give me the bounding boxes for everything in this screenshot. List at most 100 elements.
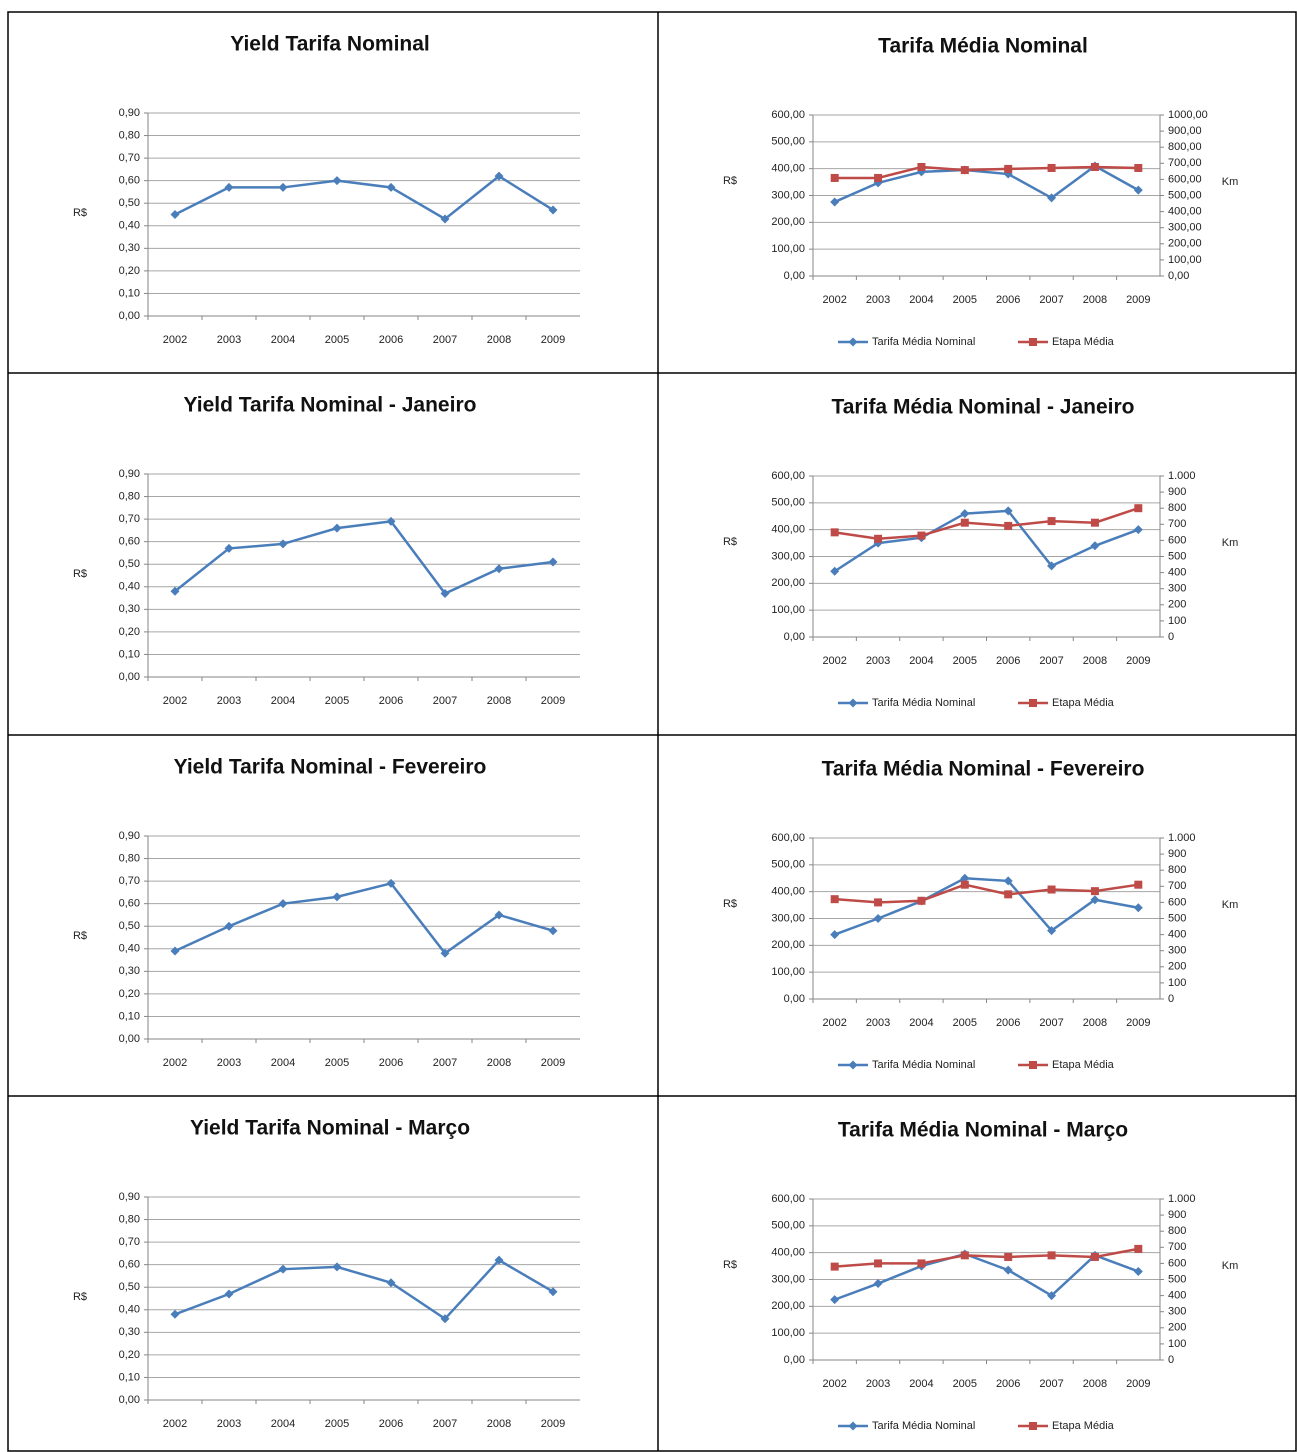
x-tick-label: 2006 [996, 294, 1020, 306]
y-tick-label: 100,00 [771, 604, 805, 616]
y2-tick-label: 700 [1168, 880, 1186, 892]
chart-title: Yield Tarifa Nominal - Fevereiro [174, 756, 487, 779]
y2-tick-label: 600 [1168, 534, 1186, 546]
marker [494, 1255, 504, 1265]
x-tick-label: 2007 [433, 1057, 457, 1069]
x-tick-label: 2008 [487, 1418, 511, 1430]
y-tick-label: 100,00 [771, 966, 805, 978]
x-tick-label: 2006 [996, 1017, 1020, 1029]
y2-tick-label: 800 [1168, 864, 1186, 876]
marker [1134, 504, 1143, 513]
y-tick-label: 0,60 [119, 175, 140, 187]
y-tick-label: 400,00 [771, 163, 805, 175]
y2-tick-label: 1.000 [1168, 832, 1196, 844]
x-tick-label: 2009 [1126, 1017, 1150, 1029]
y2-tick-label: 300 [1168, 945, 1186, 957]
x-tick-label: 2002 [163, 1057, 187, 1069]
marker [278, 182, 288, 192]
y-tick-label: 200,00 [771, 577, 805, 589]
x-tick-label: 2002 [163, 695, 187, 707]
marker [278, 1264, 288, 1274]
legend-label: Etapa Média [1052, 697, 1115, 709]
y2-tick-label: 200 [1168, 1322, 1186, 1334]
line [174, 520, 554, 596]
x-tick-label: 2006 [379, 334, 403, 346]
y2-tick-label: 100 [1168, 615, 1186, 627]
y-tick-label: 0,20 [119, 1349, 140, 1361]
y2-axis-label: Km [1222, 899, 1239, 911]
legend-marker [848, 1060, 858, 1070]
legend-label: Tarifa Média Nominal [872, 336, 975, 348]
marker [873, 538, 883, 548]
y2-tick-label: 600 [1168, 896, 1186, 908]
y2-tick-label: 0 [1168, 631, 1174, 643]
y-tick-label: 0,50 [119, 197, 140, 209]
marker [1134, 880, 1143, 889]
chart: Yield Tarifa Nominal - Março 0,00 0,10 0,20… [73, 1117, 580, 1430]
line [174, 881, 554, 956]
y2-tick-label: 500 [1168, 550, 1186, 562]
y2-tick-label: 800 [1168, 502, 1186, 514]
y-tick-label: 0,00 [784, 631, 805, 643]
marker [1134, 163, 1143, 172]
marker [170, 946, 180, 956]
y2-tick-label: 200,00 [1168, 238, 1202, 250]
x-tick-label: 2007 [433, 334, 457, 346]
y-tick-label: 0,70 [119, 1236, 140, 1248]
x-tick-label: 2003 [866, 1017, 890, 1029]
marker [830, 528, 839, 537]
chart-title: Yield Tarifa Nominal - Março [190, 1117, 470, 1140]
x-tick-label: 2002 [163, 334, 187, 346]
marker [873, 1279, 883, 1289]
y-tick-label: 0,30 [119, 1326, 140, 1338]
marker [1047, 885, 1056, 894]
x-tick-label: 2007 [433, 695, 457, 707]
x-tick-label: 2005 [325, 334, 349, 346]
y2-tick-label: 300,00 [1168, 222, 1202, 234]
y2-tick-label: 700 [1168, 518, 1186, 530]
y-tick-label: 0,70 [119, 152, 140, 164]
chart: Yield Tarifa Nominal - Fevereiro 0,00 0,10… [73, 756, 580, 1069]
y-tick-label: 0,20 [119, 988, 140, 1000]
y-axis-label: R$ [723, 1259, 737, 1271]
marker [1047, 1251, 1056, 1260]
chart: Yield Tarifa Nominal 0,00 0,10 0,20 0,30 0,40… [73, 33, 580, 346]
y2-tick-label: 200 [1168, 961, 1186, 973]
x-tick-label: 2004 [271, 1418, 295, 1430]
y-tick-label: 500,00 [771, 136, 805, 148]
marker [1003, 506, 1013, 516]
x-tick-label: 2008 [487, 334, 511, 346]
y-tick-label: 100,00 [771, 243, 805, 255]
x-tick-label: 2005 [325, 1057, 349, 1069]
y-tick-label: 0,80 [119, 129, 140, 141]
y2-tick-label: 100,00 [1168, 254, 1202, 266]
marker [960, 518, 969, 527]
x-tick-label: 2004 [909, 1378, 933, 1390]
y2-tick-label: 800 [1168, 1225, 1186, 1237]
chart-title: Tarifa Média Nominal - Janeiro [831, 396, 1134, 419]
y-tick-label: 300,00 [771, 550, 805, 562]
marker [1090, 541, 1100, 551]
legend-marker [848, 698, 858, 708]
y-tick-label: 0,40 [119, 220, 140, 232]
legend-label: Etapa Média [1052, 1059, 1115, 1071]
x-tick-label: 2006 [996, 655, 1020, 667]
y2-tick-label: 400 [1168, 929, 1186, 941]
marker [1003, 1265, 1013, 1275]
y-tick-label: 0,50 [119, 1281, 140, 1293]
marker [1134, 1244, 1143, 1253]
chart-title: Tarifa Média Nominal [878, 35, 1088, 58]
marker [960, 873, 970, 883]
marker [1047, 1291, 1057, 1301]
y-tick-label: 0,30 [119, 603, 140, 615]
x-tick-label: 2003 [217, 695, 241, 707]
marker [917, 896, 926, 905]
marker [1090, 518, 1099, 527]
y-tick-label: 0,80 [119, 490, 140, 502]
y2-tick-label: 100 [1168, 977, 1186, 989]
marker [1047, 163, 1056, 172]
y-tick-label: 300,00 [771, 912, 805, 924]
marker [494, 564, 504, 574]
x-tick-label: 2002 [822, 1017, 846, 1029]
y-tick-label: 600,00 [771, 832, 805, 844]
